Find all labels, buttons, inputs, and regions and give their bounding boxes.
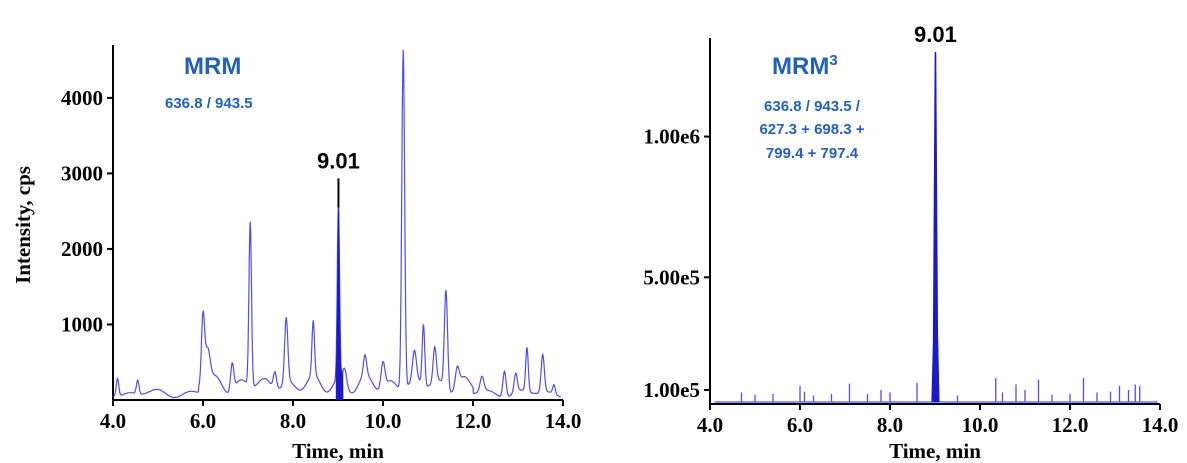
left-chart: 4.0 6.0 8.0 10.0 12.0 14.0 1000 2000 3000 4000 9.…	[11, 45, 581, 463]
right-noise-spikes	[740, 378, 1141, 402]
left-x-tick-label: 8.0	[280, 409, 306, 433]
left-x-tick-label: 4.0	[100, 409, 126, 433]
right-y-tick-label: 5.00e5	[643, 265, 700, 289]
left-y-axis-title: Intensity, cps	[11, 166, 35, 284]
right-x-tick-label: 14.0	[1142, 413, 1179, 437]
left-x-tick-label: 14.0	[545, 409, 582, 433]
left-subtitle: 636.8 / 943.5	[165, 95, 253, 112]
right-subtitle-line-1: 636.8 / 943.5 /	[764, 98, 861, 115]
right-x-tick-label: 8.0	[877, 413, 903, 437]
right-chart: 4.0 6.0 8.0 10.0 12.0 14.01.00e55.00e51.00e6 …	[643, 22, 1178, 463]
right-title-text: MRM	[772, 53, 829, 80]
right-x-tick-label: 4.0	[697, 413, 723, 437]
left-y-tick-label: 1000	[61, 312, 103, 336]
left-x-tick-label: 12.0	[455, 409, 492, 433]
right-title-superscript: 3	[829, 52, 837, 69]
right-title: MRM3	[772, 52, 838, 80]
right-highlight-peak	[931, 52, 940, 402]
right-x-tick-label: 12.0	[1052, 413, 1089, 437]
left-x-axis-title: Time, min	[292, 439, 384, 463]
left-peak-label: 9.01	[317, 148, 360, 173]
left-x-tick-label: 6.0	[190, 409, 216, 433]
right-subtitle-line-3: 799.4 + 797.4	[766, 145, 859, 162]
right-y-tick-label: 1.00e6	[643, 125, 700, 149]
left-x-tick-label: 10.0	[365, 409, 402, 433]
left-y-tick-label: 2000	[61, 237, 103, 261]
left-title: MRM	[184, 53, 241, 80]
left-trace	[113, 49, 561, 399]
right-peak-label: 9.01	[914, 22, 957, 47]
right-x-tick-label: 6.0	[787, 413, 813, 437]
right-y-tick-label: 1.00e5	[643, 378, 700, 402]
left-y-tick-label: 4000	[61, 86, 103, 110]
right-subtitle-line-2: 627.3 + 698.3 +	[759, 121, 864, 138]
right-x-tick-label: 10.0	[962, 413, 999, 437]
left-highlight-peak	[335, 200, 344, 400]
left-y-tick-label: 3000	[61, 161, 103, 185]
right-x-axis-title: Time, min	[889, 439, 981, 463]
